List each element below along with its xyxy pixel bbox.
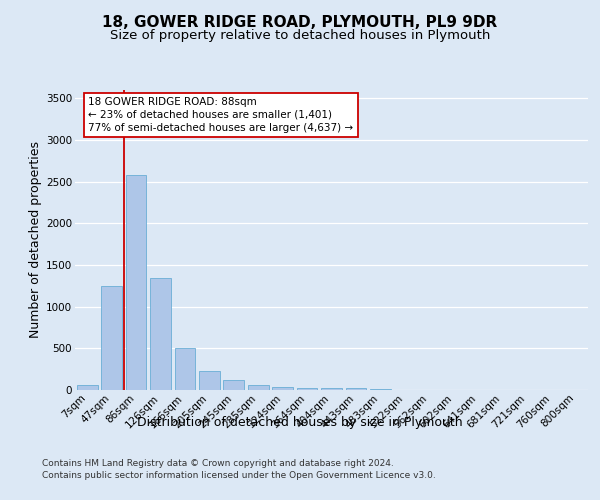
Y-axis label: Number of detached properties: Number of detached properties — [29, 142, 42, 338]
Bar — [272, 387, 293, 390]
Text: Contains HM Land Registry data © Crown copyright and database right 2024.: Contains HM Land Registry data © Crown c… — [42, 460, 394, 468]
Text: 18, GOWER RIDGE ROAD, PLYMOUTH, PL9 9DR: 18, GOWER RIDGE ROAD, PLYMOUTH, PL9 9DR — [103, 15, 497, 30]
Bar — [321, 388, 342, 390]
Bar — [223, 380, 244, 390]
Text: Size of property relative to detached houses in Plymouth: Size of property relative to detached ho… — [110, 30, 490, 43]
Bar — [101, 286, 122, 390]
Text: 18 GOWER RIDGE ROAD: 88sqm
← 23% of detached houses are smaller (1,401)
77% of s: 18 GOWER RIDGE ROAD: 88sqm ← 23% of deta… — [88, 96, 353, 133]
Bar — [150, 278, 171, 390]
Bar — [125, 175, 146, 390]
Bar — [175, 348, 196, 390]
Bar — [296, 388, 317, 390]
Text: Contains public sector information licensed under the Open Government Licence v3: Contains public sector information licen… — [42, 472, 436, 480]
Bar — [248, 386, 269, 390]
Bar — [199, 371, 220, 390]
Bar — [370, 389, 391, 390]
Text: Distribution of detached houses by size in Plymouth: Distribution of detached houses by size … — [137, 416, 463, 429]
Bar — [77, 386, 98, 390]
Bar — [346, 388, 367, 390]
